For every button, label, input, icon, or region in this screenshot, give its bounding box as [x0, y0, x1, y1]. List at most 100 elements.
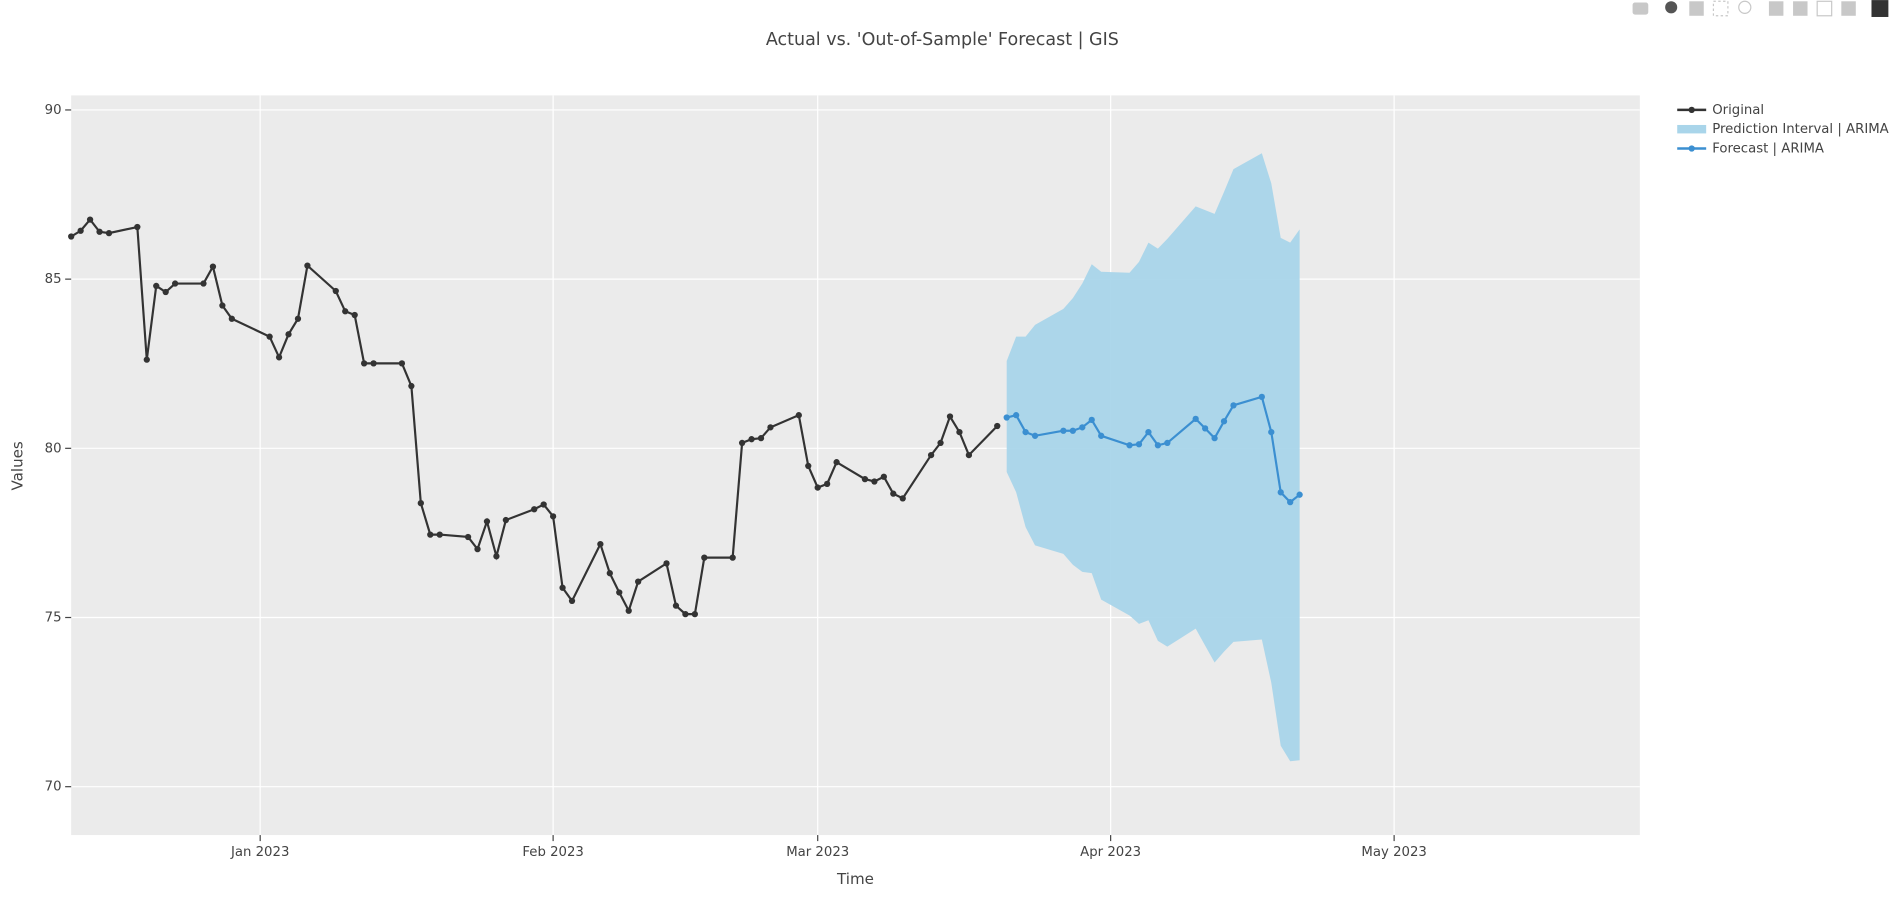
y-axis-title: Values — [9, 441, 27, 490]
data-point — [1022, 428, 1029, 436]
data-point — [540, 501, 547, 508]
legend-item[interactable]: Original — [1677, 103, 1764, 118]
x-axis-title: Time — [836, 870, 874, 888]
data-point — [360, 360, 368, 367]
data-point — [342, 308, 349, 315]
data-point — [701, 554, 708, 561]
data-point — [767, 424, 774, 431]
data-point — [597, 540, 604, 548]
data-point — [228, 315, 235, 322]
legend-marker — [1688, 145, 1695, 152]
data-point — [105, 229, 113, 237]
data-point — [1268, 428, 1275, 436]
data-point — [1031, 432, 1039, 439]
data-point — [531, 506, 538, 513]
y-tick-label: 75 — [45, 611, 62, 626]
data-point — [351, 311, 358, 319]
data-point — [1079, 424, 1086, 431]
data-point — [994, 422, 1001, 430]
legend-label: Original — [1712, 103, 1764, 118]
autoscale-button[interactable] — [1816, 0, 1833, 17]
data-point — [370, 360, 377, 367]
data-point — [398, 360, 406, 367]
modebar — [1632, 0, 1889, 17]
plot-area — [71, 95, 1640, 836]
data-point — [153, 282, 160, 290]
legend-label: Prediction Interval | ARIMA — [1712, 122, 1889, 137]
data-point — [474, 546, 481, 553]
data-point — [1126, 442, 1133, 449]
x-tick-label: Feb 2023 — [522, 845, 583, 860]
data-point — [549, 513, 557, 520]
data-point — [805, 462, 812, 470]
data-point — [266, 333, 273, 340]
legend-marker — [1688, 106, 1695, 114]
legend-item[interactable]: Prediction Interval | ARIMA — [1677, 122, 1889, 137]
data-point — [209, 263, 217, 270]
zoom-in-button[interactable] — [1768, 1, 1784, 16]
data-point — [559, 584, 566, 591]
data-point — [502, 516, 510, 524]
pan-button[interactable] — [1689, 1, 1704, 16]
data-point — [1069, 427, 1076, 434]
data-point — [663, 560, 670, 567]
data-point — [408, 382, 415, 390]
data-point — [1098, 432, 1105, 439]
data-point — [814, 484, 821, 491]
zoom-out-button[interactable] — [1793, 1, 1808, 16]
data-point — [824, 480, 831, 487]
data-point — [1135, 441, 1143, 448]
data-point — [833, 459, 840, 466]
data-point — [795, 412, 802, 419]
data-point — [304, 262, 311, 269]
data-point — [946, 413, 954, 420]
legend-swatch — [1677, 124, 1707, 134]
data-point — [1003, 414, 1010, 421]
data-point — [464, 533, 472, 541]
data-point — [1277, 489, 1284, 496]
legend-item[interactable]: Forecast | ARIMA — [1677, 141, 1824, 156]
data-point — [937, 439, 944, 447]
data-point — [748, 436, 755, 443]
reset-button[interactable] — [1841, 1, 1856, 16]
data-point — [436, 531, 443, 538]
y-tick-label: 85 — [45, 272, 62, 287]
legend-label: Forecast | ARIMA — [1712, 141, 1824, 156]
data-point — [493, 553, 500, 560]
data-point — [162, 288, 169, 296]
data-point — [899, 495, 906, 502]
series-line — [70, 217, 999, 616]
data-point — [219, 302, 226, 309]
data-point — [890, 490, 897, 497]
data-point — [1192, 415, 1199, 423]
data-point — [880, 473, 887, 480]
data-point — [672, 602, 680, 609]
lasso-button[interactable] — [1738, 0, 1752, 14]
data-point — [861, 475, 869, 483]
data-point — [1211, 435, 1218, 442]
plotly-logo[interactable] — [1871, 0, 1889, 17]
data-point — [738, 439, 746, 447]
data-point — [871, 478, 878, 485]
series-line — [1006, 395, 1301, 504]
data-point — [729, 554, 736, 561]
x-tick-label: Apr 2023 — [1080, 845, 1141, 860]
data-point — [625, 607, 632, 614]
data-point — [616, 589, 623, 596]
data-point — [171, 280, 179, 287]
data-point — [1296, 491, 1303, 498]
data-point — [1164, 439, 1171, 447]
data-point — [332, 287, 339, 295]
data-point — [285, 331, 292, 338]
data-point — [1088, 416, 1095, 424]
data-point — [483, 518, 491, 525]
data-point — [606, 570, 613, 577]
data-point — [691, 610, 698, 618]
data-point — [1287, 498, 1294, 506]
x-tick-label: Mar 2023 — [786, 845, 849, 860]
select-button[interactable] — [1712, 0, 1729, 17]
camera-button[interactable] — [1632, 2, 1649, 15]
zoom-button[interactable] — [1665, 1, 1678, 14]
data-point — [200, 280, 207, 287]
